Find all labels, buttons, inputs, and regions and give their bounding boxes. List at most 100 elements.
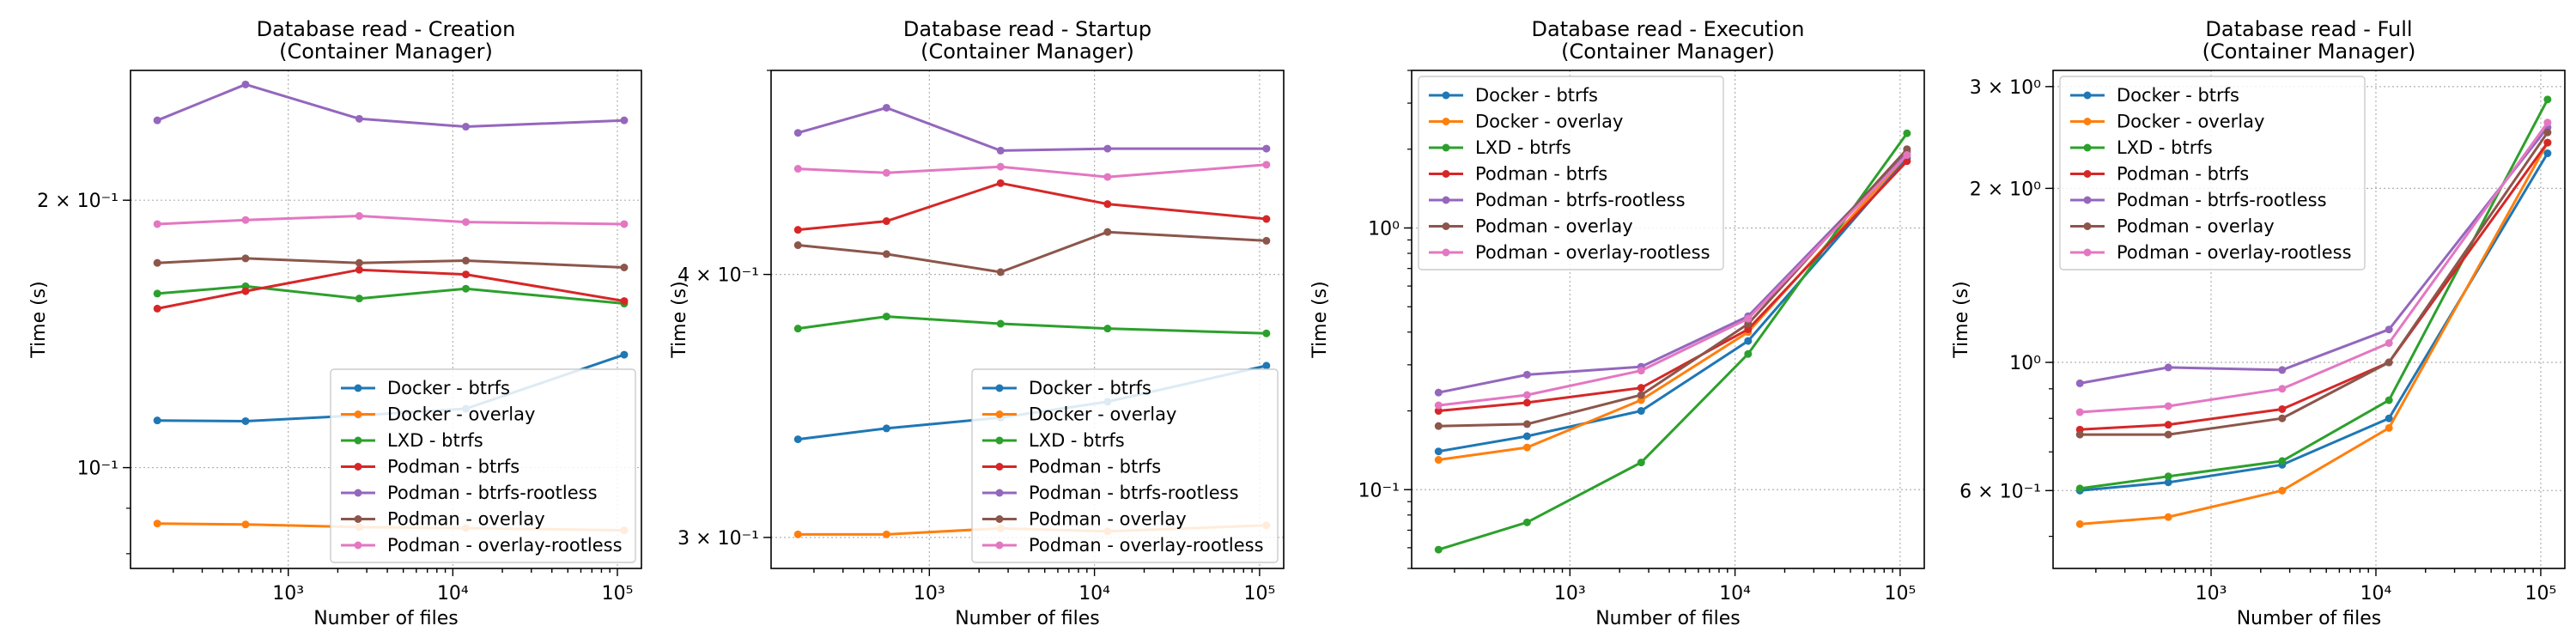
data-point — [1434, 456, 1443, 465]
legend-label: Podman - overlay — [2117, 216, 2275, 237]
data-point — [1522, 420, 1531, 428]
legend-label: LXD - btrfs — [2117, 137, 2213, 158]
data-point — [355, 212, 363, 221]
data-point — [355, 295, 363, 303]
y-tick-label: 10⁰ — [2009, 353, 2041, 374]
legend-item: Docker - overlay — [2070, 112, 2264, 132]
x-axis-label: Number of files — [1595, 608, 1741, 629]
y-tick-label: 3 × 10⁻¹ — [677, 528, 759, 550]
series-line — [798, 230, 1267, 274]
data-point — [153, 116, 161, 125]
chart-title: Database read - Full — [2205, 17, 2412, 41]
data-point — [1103, 200, 1112, 209]
data-point — [1434, 407, 1443, 416]
legend-item: Docker - overlay — [341, 404, 535, 425]
data-point — [1637, 384, 1645, 392]
data-point — [462, 257, 471, 265]
data-point — [2543, 149, 2552, 158]
legend-marker — [354, 515, 362, 523]
data-point — [1903, 145, 1911, 154]
x-tick-label: 10⁵ — [1243, 583, 1275, 605]
x-tick-label: 10⁵ — [1884, 583, 1916, 605]
data-point — [1262, 144, 1271, 153]
data-point — [355, 114, 363, 123]
legend-label: Podman - btrfs-rootless — [2117, 190, 2327, 210]
legend-item: Podman - btrfs-rootless — [2070, 190, 2327, 210]
legend-marker — [995, 489, 1004, 497]
legend-label: Podman - overlay-rootless — [2117, 242, 2352, 263]
series-podman-btrfs — [793, 179, 1271, 234]
data-point — [793, 129, 802, 137]
data-point — [882, 103, 890, 112]
data-point — [996, 162, 1005, 171]
legend-marker — [354, 541, 362, 550]
axes-frame — [2052, 70, 2566, 569]
data-point — [462, 218, 471, 227]
data-point — [2278, 414, 2287, 422]
data-point — [2075, 519, 2084, 528]
series-line — [797, 106, 1267, 152]
legend-item: LXD - btrfs — [1429, 137, 1571, 158]
series-docker-overlay — [2075, 138, 2552, 528]
axes-frame — [770, 70, 1285, 569]
data-point — [1434, 447, 1443, 456]
series-podman-overlay-rootless — [153, 212, 629, 228]
chart-subtitle: (Container Manager) — [1561, 39, 1775, 64]
legend-label: Podman - overlay — [387, 509, 545, 530]
y-tick-label: 10⁻¹ — [77, 459, 118, 480]
data-point — [1434, 401, 1443, 410]
data-point — [1522, 432, 1531, 440]
data-point — [2385, 358, 2393, 367]
data-point — [1522, 398, 1531, 407]
legend-item: Podman - btrfs — [341, 457, 519, 477]
y-tick-label: 10⁻¹ — [1358, 480, 1400, 501]
series-line — [157, 215, 624, 226]
series-podman-btrfs — [153, 265, 629, 313]
legend-item: LXD - btrfs — [341, 430, 483, 451]
legend-marker — [995, 436, 1004, 445]
data-point — [1262, 215, 1271, 223]
x-tick-label: 10³ — [1554, 583, 1586, 605]
data-point — [241, 520, 250, 529]
legend-label: Podman - btrfs — [1475, 164, 1607, 185]
y-tick-label: 6 × 10⁻¹ — [1959, 481, 2041, 502]
legend-marker — [2083, 248, 2092, 257]
x-tick-label: 10⁵ — [602, 583, 634, 605]
series-podman-btrfs-rootless — [153, 80, 629, 131]
data-point — [2164, 402, 2172, 410]
legend-label: Docker - btrfs — [1475, 85, 1598, 106]
data-point — [2164, 430, 2172, 439]
series-line — [798, 181, 1267, 232]
data-point — [620, 116, 629, 125]
legend-item: Docker - btrfs — [2070, 85, 2239, 106]
legend-marker — [354, 489, 362, 497]
y-axis-label: Time (s) — [28, 281, 50, 358]
chart-subtitle: (Container Manager) — [279, 39, 493, 64]
series-lxd-btrfs — [2075, 95, 2552, 493]
data-point — [2543, 118, 2552, 127]
legend-marker — [354, 436, 362, 445]
data-point — [2385, 414, 2393, 422]
legend-label: Docker - overlay — [387, 404, 535, 425]
y-axis: 10⁻¹ 2 × 10⁻¹ Time (s) — [28, 191, 131, 555]
y-tick-label: 2 × 10⁰ — [1970, 179, 2041, 200]
legend-box — [971, 368, 1279, 563]
legend-item: Podman - overlay-rootless — [341, 535, 623, 556]
data-point — [2543, 128, 2552, 137]
data-point — [462, 270, 471, 279]
data-point — [2278, 486, 2287, 495]
legend: Docker - btrfs Docker - overlay LXD - btrf… — [330, 368, 636, 563]
legend-label: Podman - btrfs — [1029, 457, 1161, 477]
legend-label: Podman - overlay — [1475, 216, 1633, 237]
data-point — [1903, 129, 1911, 137]
x-axis: 10³ 10⁴ 10⁵ Number of files — [2095, 568, 2556, 629]
chart-title: Database read - Execution — [1532, 17, 1805, 41]
series-line — [157, 257, 624, 269]
data-point — [153, 289, 161, 298]
legend-marker — [2083, 196, 2092, 204]
data-point — [620, 297, 629, 306]
legend-label: Docker - btrfs — [387, 378, 510, 398]
series-podman-overlay-rootless — [2075, 118, 2552, 416]
legend-item: Podman - overlay — [2070, 216, 2275, 237]
